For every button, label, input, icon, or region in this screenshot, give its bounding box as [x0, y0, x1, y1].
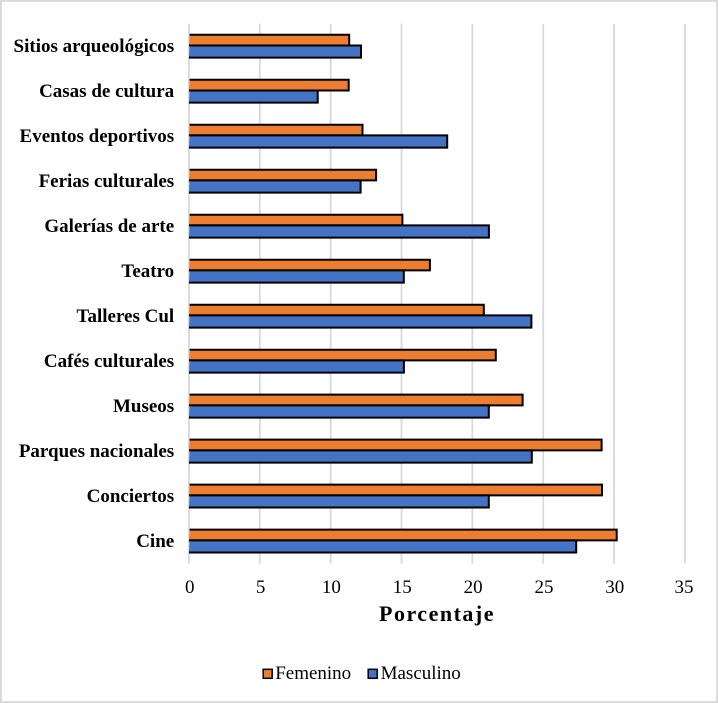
- svg-text:Ferias culturales: Ferias culturales: [39, 171, 175, 192]
- svg-text:Cine: Cine: [136, 531, 174, 552]
- svg-text:Museos: Museos: [113, 396, 174, 417]
- svg-text:Talleres Cul: Talleres Cul: [77, 306, 175, 327]
- svg-text:Conciertos: Conciertos: [87, 486, 175, 507]
- svg-text:20: 20: [464, 577, 483, 598]
- svg-text:Porcentaje: Porcentaje: [379, 601, 495, 626]
- svg-text:Eventos deportivos: Eventos deportivos: [20, 126, 175, 147]
- svg-text:15: 15: [393, 577, 412, 598]
- svg-text:Masculino: Masculino: [381, 663, 461, 684]
- svg-text:Galerías de arte: Galerías de arte: [44, 216, 174, 237]
- svg-text:5: 5: [256, 577, 266, 598]
- svg-text:Sitios arqueológicos: Sitios arqueológicos: [14, 36, 175, 57]
- svg-text:Casas de cultura: Casas de cultura: [39, 81, 175, 102]
- svg-text:25: 25: [535, 577, 554, 598]
- svg-text:0: 0: [185, 577, 195, 598]
- svg-text:Teatro: Teatro: [121, 261, 174, 282]
- svg-text:Parques nacionales: Parques nacionales: [19, 441, 174, 462]
- svg-text:Cafés culturales: Cafés culturales: [44, 351, 174, 372]
- svg-text:10: 10: [322, 577, 341, 598]
- svg-text:Femenino: Femenino: [275, 663, 351, 684]
- svg-text:30: 30: [605, 577, 624, 598]
- svg-text:35: 35: [675, 577, 694, 598]
